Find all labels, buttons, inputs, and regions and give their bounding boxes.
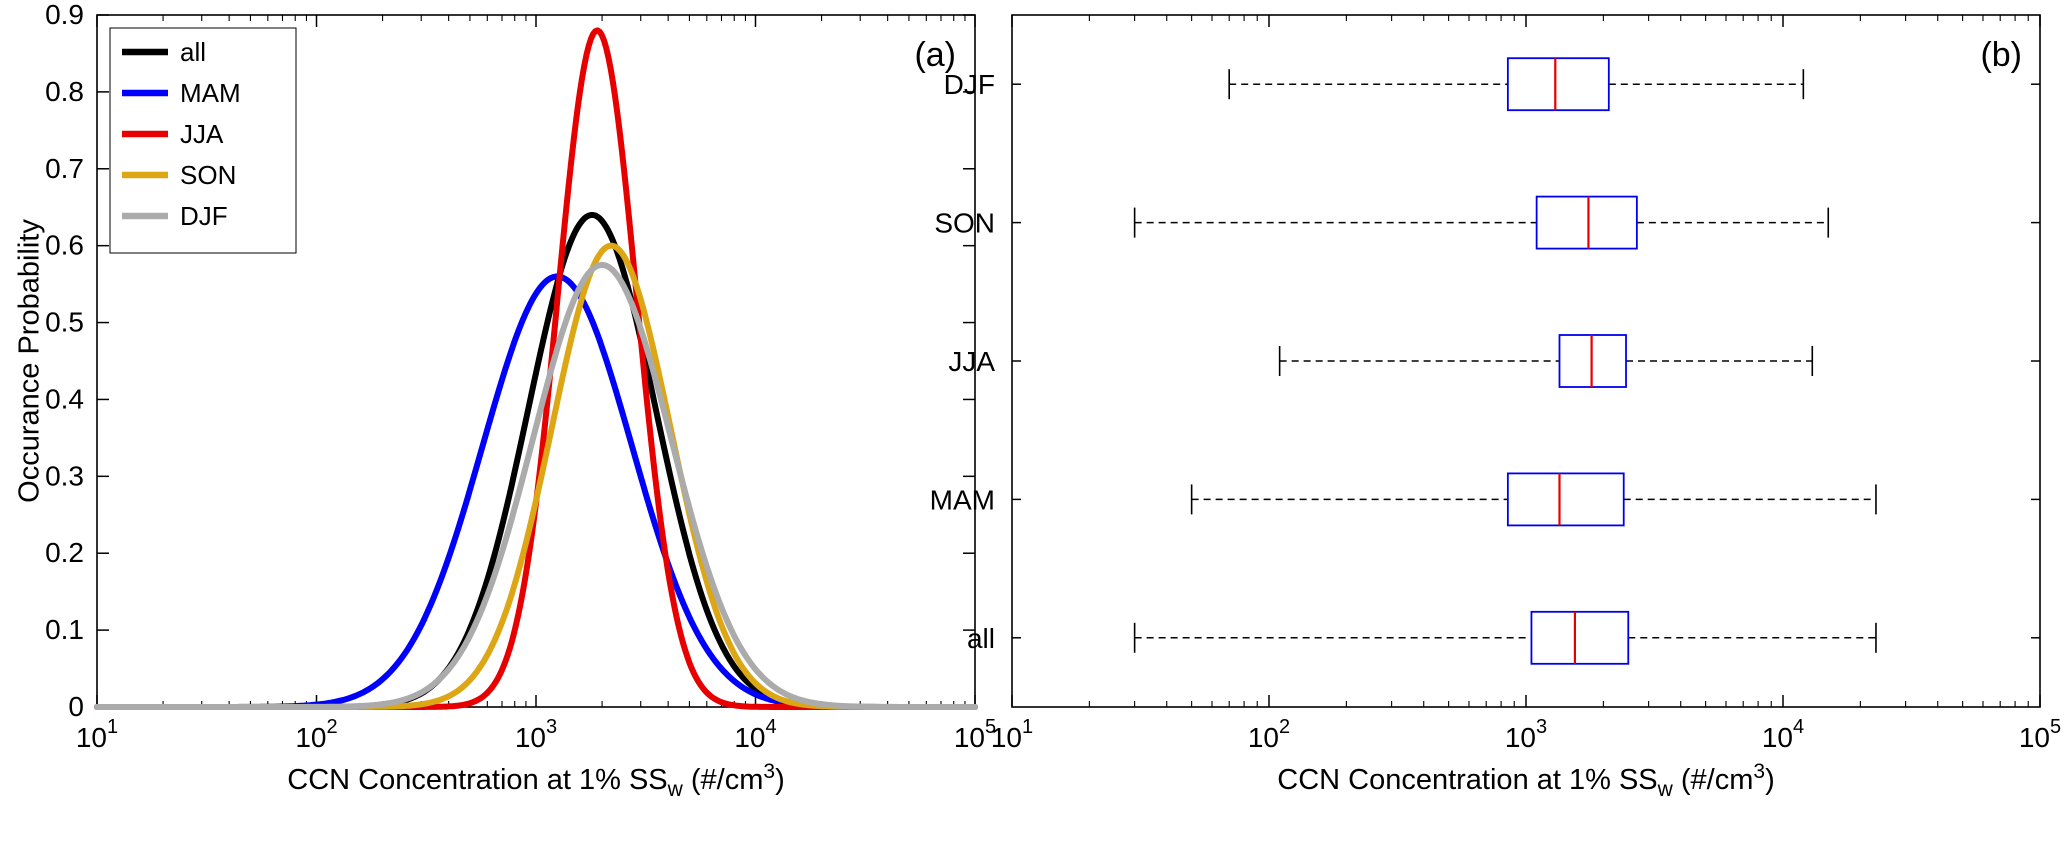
xlabel-a-end: ) (775, 764, 785, 796)
panel-a-y-tick-label: 0 (68, 691, 84, 722)
boxplot-row-JJA: JJA (948, 334, 2040, 388)
panel-a-y-tick-label: 0.4 (45, 383, 84, 414)
iqr-box (1506, 472, 1625, 527)
legend-label-DJF: DJF (180, 201, 228, 231)
panel-a-ylabel: Occurance Probability (13, 219, 46, 503)
xlabel-a-superscript: 3 (763, 760, 776, 783)
panel-a-x-tick-label: 104 (734, 716, 776, 753)
category-label-SON: SON (934, 208, 995, 239)
panel-b-tag: (b) (1980, 36, 2022, 74)
category-label-all: all (967, 623, 995, 654)
panel-a-y-tick-label: 0.7 (45, 153, 84, 184)
panel-a-y-tick-label: 0.5 (45, 307, 84, 338)
panel-a-y-tick-label: 0.9 (45, 0, 84, 30)
panel-a-y-tick-label: 0.1 (45, 614, 84, 645)
panel-a-series (94, 27, 978, 710)
xlabel-b-mid: (#/cm (1672, 764, 1754, 796)
panel-b-boxes: DJF SON JJA MAM all (930, 57, 2040, 665)
panel-a-tag: (a) (914, 36, 956, 74)
legend-label-SON: SON (180, 160, 236, 190)
panel-a-y-tick-label: 0.3 (45, 460, 84, 491)
boxplot-row-DJF: DJF (944, 57, 2040, 112)
iqr-box (1558, 334, 1627, 388)
boxplot-row-MAM: MAM (930, 472, 2040, 527)
panel-a-y-tick-label: 0.2 (45, 537, 84, 568)
panel-a-x-tick-label: 105 (954, 716, 996, 753)
panel-a-y-tick-label: 0.6 (45, 230, 84, 261)
series-line-SON (94, 242, 978, 710)
panel-b-x-tick-label: 102 (1248, 716, 1290, 753)
xlabel-b-superscript: 3 (1753, 760, 1766, 783)
panel-a-x-tick-label: 103 (515, 716, 557, 753)
panel-b-xlabel: CCN Concentration at 1% SSw (#/cm3) (1277, 760, 1775, 802)
panel-b-x-axis: 101 102 103 104 105 (991, 15, 2061, 753)
legend-label-JJA: JJA (180, 119, 224, 149)
legend-label-MAM: MAM (180, 78, 241, 108)
panel-a-y-tick-label: 0.8 (45, 76, 84, 107)
panel-a-xlabel: CCN Concentration at 1% SSw (#/cm3) (287, 760, 785, 802)
series-line-DJF (94, 261, 978, 710)
xlabel-b-subscript: w (1657, 778, 1673, 801)
boxplot-row-all: all (967, 610, 2040, 665)
iqr-box (1535, 195, 1638, 250)
panel-b-x-tick-label: 105 (2019, 716, 2061, 753)
panel-a-x-tick-label: 101 (76, 716, 118, 753)
xlabel-b-end: ) (1765, 764, 1775, 796)
category-label-JJA: JJA (948, 346, 995, 377)
panel-b-x-tick-label: 101 (991, 716, 1033, 753)
panel-b-x-tick-label: 103 (1505, 716, 1547, 753)
xlabel-a-main: CCN Concentration at 1% SS (287, 764, 668, 796)
iqr-box (1530, 610, 1630, 665)
xlabel-a-subscript: w (667, 778, 683, 801)
boxplot-row-SON: SON (934, 195, 2040, 250)
panel-b-x-tick-label: 104 (1762, 716, 1804, 753)
panel-a-legend: all MAM JJA SON DJF (109, 27, 297, 254)
iqr-box (1506, 57, 1610, 112)
xlabel-b-main: CCN Concentration at 1% SS (1277, 764, 1658, 796)
panel-a-y-axis: 0 0.1 0.2 0.3 0.4 0.5 0.6 0.7 0.8 0.9 (45, 0, 975, 722)
category-label-DJF: DJF (944, 69, 995, 100)
legend-label-all: all (180, 37, 206, 67)
category-label-MAM: MAM (930, 484, 995, 515)
xlabel-a-mid: (#/cm (682, 764, 764, 796)
panel-a-x-tick-label: 102 (295, 716, 337, 753)
